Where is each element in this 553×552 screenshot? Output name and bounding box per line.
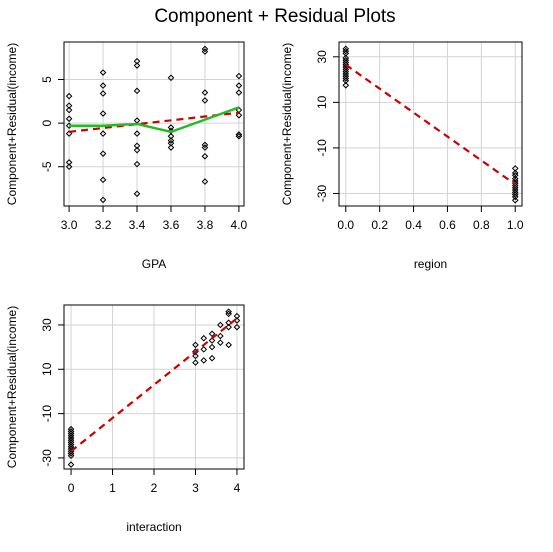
x-tick-label: 3.6 bbox=[163, 218, 180, 232]
panel-region: 0.0 0.2 0.4 0.6 0.8 1.0 -30 -10 10 30 region Compon… bbox=[280, 42, 524, 271]
data-point bbox=[209, 356, 214, 361]
x-tick-label: 1.0 bbox=[507, 218, 524, 232]
y-tick-label: 10 bbox=[315, 95, 329, 109]
y-tick-label: -10 bbox=[315, 139, 329, 157]
data-point bbox=[201, 347, 206, 352]
data-point bbox=[209, 345, 214, 350]
plot-frame bbox=[339, 42, 522, 206]
panel-GPA: 3.0 3.2 3.4 3.6 3.8 4.0 -5 0 5 GPA Component+Resid… bbox=[5, 42, 248, 271]
y-tick-label: -5 bbox=[40, 161, 54, 172]
figure-title: Component + Residual Plots bbox=[154, 6, 395, 27]
x-tick-label: 3.2 bbox=[95, 218, 112, 232]
y-tick-label: 5 bbox=[40, 76, 54, 83]
x-tick-label: 2 bbox=[151, 481, 158, 495]
panels: 3.0 3.2 3.4 3.6 3.8 4.0 -5 0 5 GPA Component+Resid… bbox=[5, 42, 524, 534]
x-tick-label: 3.0 bbox=[61, 218, 78, 232]
x-axis-label: interaction bbox=[126, 520, 181, 534]
x-tick-label: 3 bbox=[192, 481, 199, 495]
data-point bbox=[201, 336, 206, 341]
data-point bbox=[201, 358, 206, 363]
x-axis-label: region bbox=[414, 257, 447, 271]
data-point bbox=[218, 333, 223, 338]
data-point bbox=[226, 342, 231, 347]
y-axis-label: Component+Residual(income) bbox=[5, 43, 19, 205]
x-tick-label: 0.6 bbox=[439, 218, 456, 232]
data-point bbox=[218, 340, 223, 345]
x-tick-label: 1 bbox=[109, 481, 116, 495]
y-tick-label: -30 bbox=[315, 184, 329, 202]
fit-line bbox=[346, 65, 515, 185]
x-tick-label: 3.8 bbox=[197, 218, 214, 232]
y-tick-label: 30 bbox=[315, 50, 329, 64]
y-axis-label: Component+Residual(income) bbox=[280, 43, 294, 205]
y-tick-label: -30 bbox=[40, 449, 54, 467]
plot-frame bbox=[64, 42, 244, 206]
x-tick-label: 0.2 bbox=[371, 218, 388, 232]
y-tick-label: 10 bbox=[40, 362, 54, 376]
x-tick-label: 0.4 bbox=[405, 218, 422, 232]
x-tick-label: 0.8 bbox=[473, 218, 490, 232]
x-tick-label: 0 bbox=[68, 481, 75, 495]
x-tick-label: 0.0 bbox=[337, 218, 354, 232]
x-tick-label: 4 bbox=[234, 481, 241, 495]
y-axis-label: Component+Residual(income) bbox=[5, 306, 19, 468]
x-axis-label: GPA bbox=[142, 257, 166, 271]
x-tick-label: 3.4 bbox=[129, 218, 146, 232]
y-tick-label: -10 bbox=[40, 405, 54, 423]
x-tick-label: 4.0 bbox=[231, 218, 248, 232]
y-tick-label: 0 bbox=[40, 119, 54, 126]
panel-interaction: 0 1 2 3 4 -30 -10 10 30 interaction Component+Resi… bbox=[5, 305, 244, 534]
y-tick-label: 30 bbox=[40, 318, 54, 332]
